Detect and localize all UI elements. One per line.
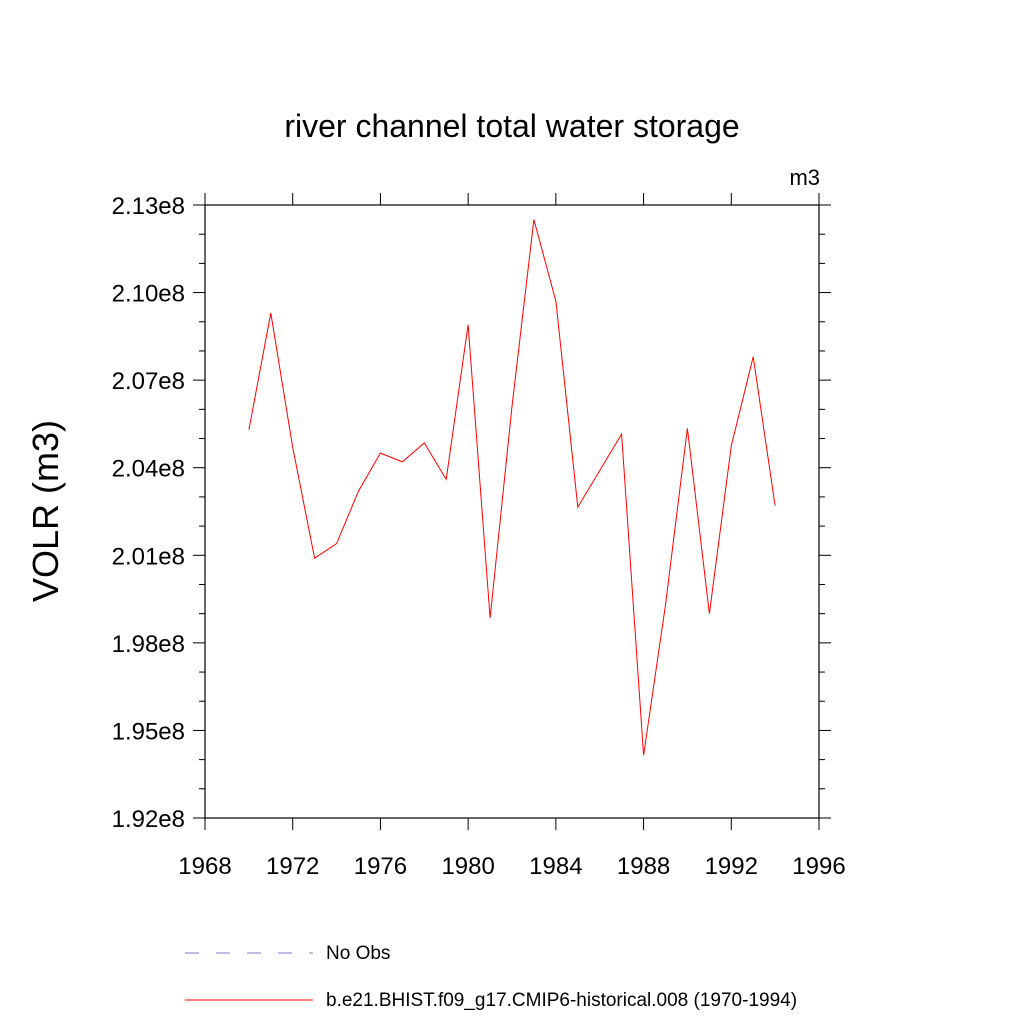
x-tick-label: 1968	[178, 853, 231, 880]
y-axis-label: VOLR (m3)	[25, 420, 66, 602]
chart-title: river channel total water storage	[284, 108, 739, 144]
y-tick-label: 2.01e8	[112, 543, 185, 570]
legend-label-historical: b.e21.BHIST.f09_g17.CMIP6-historical.008…	[326, 990, 797, 1011]
y-tick-label: 1.95e8	[112, 718, 185, 745]
y-tick-label: 1.92e8	[112, 806, 185, 833]
y-tick-label: 1.98e8	[112, 631, 185, 658]
plot-area: 1968 1972 1976 1980 1984 1988 1992 1996 1.92e8 1.…	[112, 193, 846, 880]
y-tick-label: 2.07e8	[112, 368, 185, 395]
x-tick-label: 1980	[441, 853, 494, 880]
series-line	[248, 219, 776, 756]
axis-tick-labels: 1968 1972 1976 1980 1984 1988 1992 1996 1.92e8 1.…	[112, 193, 846, 880]
x-tick-label: 1976	[354, 853, 407, 880]
x-tick-label: 1988	[617, 853, 670, 880]
y-tick-label: 2.04e8	[112, 456, 185, 483]
legend: No Obs b.e21.BHIST.f09_g17.CMIP6-histori…	[185, 943, 797, 1011]
series-group	[248, 219, 776, 756]
y-tick-label: 2.10e8	[112, 281, 185, 308]
x-tick-label: 1972	[266, 853, 319, 880]
axis-ticks	[193, 193, 831, 830]
units-label: m3	[789, 165, 820, 190]
x-tick-label: 1984	[529, 853, 582, 880]
x-tick-label: 1992	[705, 853, 758, 880]
plot-frame	[204, 204, 820, 819]
y-tick-label: 2.13e8	[112, 193, 185, 220]
legend-label-no-obs: No Obs	[326, 943, 390, 964]
x-tick-label: 1996	[792, 853, 845, 880]
